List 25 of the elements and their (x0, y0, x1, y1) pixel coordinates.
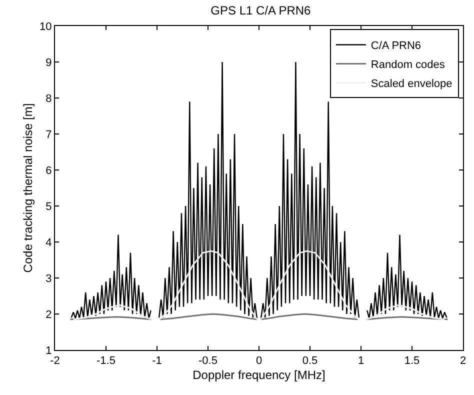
y-tick-label: 2 (46, 308, 52, 321)
y-axis-title: Code tracking thermal noise [m] (20, 103, 35, 273)
legend-label: C/A PRN6 (370, 40, 422, 52)
x-tick-label: 0.5 (302, 355, 318, 368)
y-tick-label: 8 (46, 92, 52, 105)
y-tick-label: 1 (46, 344, 52, 357)
y-tick-label: 4 (46, 236, 52, 249)
y-tick-label: 9 (46, 56, 52, 69)
y-tick-label: 6 (46, 164, 52, 177)
y-tick-label: 3 (46, 272, 52, 285)
y-tick-label: 5 (46, 200, 52, 213)
y-tick-label: 7 (46, 128, 52, 141)
legend-label: Scaled envelope (370, 78, 452, 90)
x-axis-title: Doppler frequency [MHz] (192, 368, 326, 382)
x-tick-label: -1 (152, 355, 162, 368)
chart-title: GPS L1 C/A PRN6 (210, 3, 312, 18)
x-tick-label: -2 (50, 355, 60, 368)
x-tick-label: 1.5 (404, 355, 420, 368)
x-tick-label: -1.5 (96, 355, 116, 368)
x-tick-label: 2 (460, 355, 466, 368)
x-tick-label: -0.5 (198, 355, 218, 368)
y-tick-label: 10 (40, 20, 52, 33)
x-tick-label: 0 (256, 355, 262, 368)
legend-label: Random codes (370, 59, 446, 72)
x-tick-label: 1 (358, 355, 364, 368)
